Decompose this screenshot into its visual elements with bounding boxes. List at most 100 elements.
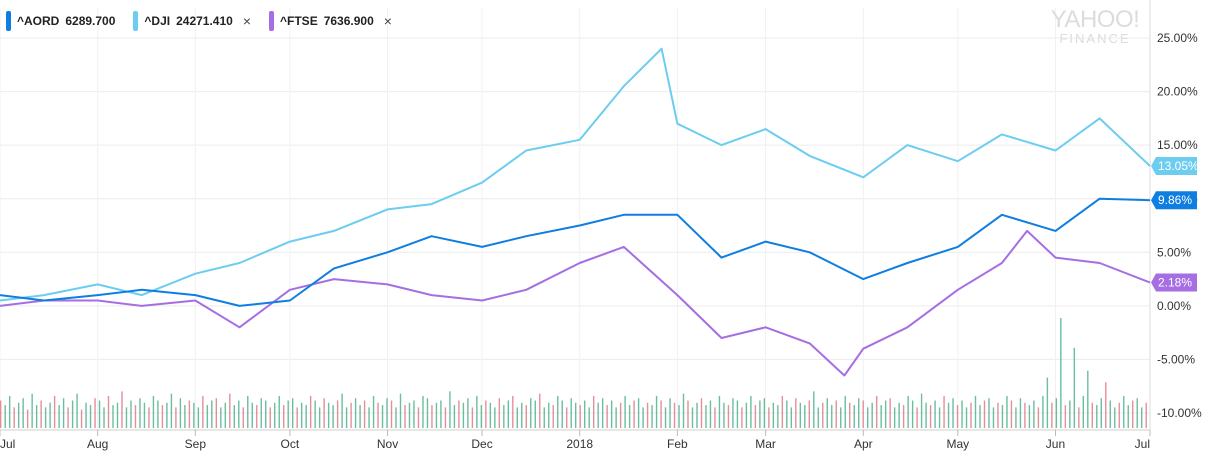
volume-bar bbox=[534, 400, 536, 428]
volume-bar bbox=[844, 395, 846, 428]
volume-bar bbox=[669, 398, 671, 428]
volume-bar bbox=[404, 405, 406, 428]
legend-swatch bbox=[6, 11, 11, 31]
volume-bar bbox=[26, 409, 29, 428]
close-icon[interactable]: × bbox=[242, 13, 252, 29]
volume-bar bbox=[1033, 400, 1035, 428]
volume-bar bbox=[206, 405, 209, 428]
legend-item-ftse[interactable]: ^FTSE 7636.900 × bbox=[263, 11, 392, 31]
volume-bar bbox=[1145, 402, 1147, 428]
volume-bar bbox=[503, 405, 505, 428]
volume-bar bbox=[247, 395, 249, 428]
volume-bar bbox=[997, 402, 999, 428]
volume-bar bbox=[700, 398, 703, 428]
volume-bar bbox=[215, 398, 218, 428]
volume-bar bbox=[498, 398, 501, 428]
volume-bar bbox=[435, 402, 438, 428]
volume-bar bbox=[372, 395, 375, 428]
volume-bar bbox=[40, 400, 42, 428]
volume-bar bbox=[691, 407, 694, 429]
volume-bar bbox=[224, 402, 227, 428]
volume-bar bbox=[283, 405, 285, 428]
x-tick-label: 2018 bbox=[566, 437, 593, 451]
volume-bar bbox=[781, 395, 784, 428]
volume-bar bbox=[1109, 400, 1111, 428]
volume-bar bbox=[44, 407, 47, 429]
legend-item-dji[interactable]: ^DJI 24271.410 × bbox=[127, 11, 251, 31]
volume-bar bbox=[714, 407, 716, 429]
volume-bar bbox=[1042, 395, 1044, 428]
legend-swatch bbox=[133, 11, 139, 31]
volume-bar bbox=[853, 405, 855, 428]
volume-bar bbox=[80, 409, 83, 428]
volume-bar bbox=[278, 395, 280, 428]
volume-bar bbox=[754, 405, 757, 428]
volume-bar bbox=[516, 407, 518, 429]
volume-bar bbox=[601, 398, 604, 428]
legend: ^AORD 6289.700 ^DJI 24271.410 × ^FTSE 76… bbox=[0, 9, 404, 33]
volume-bar bbox=[170, 393, 173, 429]
volume-bar bbox=[858, 398, 860, 428]
volume-bar bbox=[813, 391, 815, 428]
legend-value: 24271.410 bbox=[176, 14, 233, 28]
volume-bar bbox=[673, 402, 676, 428]
volume-bars bbox=[0, 318, 1147, 429]
volume-bar bbox=[579, 405, 581, 428]
volume-bar bbox=[983, 400, 986, 428]
volume-bar bbox=[642, 407, 644, 429]
volume-bar bbox=[925, 402, 927, 428]
volume-bar bbox=[265, 400, 267, 428]
volume-bar bbox=[359, 405, 361, 428]
volume-bar bbox=[494, 407, 496, 429]
volume-bar bbox=[157, 400, 159, 428]
volume-bar bbox=[462, 402, 465, 428]
volume-bar bbox=[1010, 400, 1013, 428]
y-tick-label: 5.00% bbox=[1157, 245, 1191, 259]
volume-bar bbox=[916, 407, 918, 429]
volume-bar bbox=[368, 407, 370, 429]
volume-bar bbox=[974, 395, 977, 428]
volume-bar bbox=[363, 400, 366, 428]
volume-bar bbox=[965, 407, 968, 429]
legend-item-aord[interactable]: ^AORD 6289.700 bbox=[0, 11, 115, 31]
volume-bar bbox=[979, 405, 981, 428]
volume-bar bbox=[696, 402, 698, 428]
close-icon[interactable]: × bbox=[383, 13, 392, 29]
volume-bar bbox=[103, 407, 105, 429]
badge-label: 9.86% bbox=[1158, 193, 1192, 207]
volume-bar bbox=[1141, 407, 1143, 429]
y-tick-label: 0.00% bbox=[1157, 299, 1191, 313]
volume-bar bbox=[274, 402, 276, 428]
volume-bar bbox=[687, 400, 689, 428]
volume-bar bbox=[880, 405, 882, 428]
volume-bar bbox=[318, 407, 321, 429]
series-line-ftse[interactable] bbox=[0, 229, 1151, 377]
volume-bar bbox=[485, 400, 487, 428]
logo-line2: FINANCE bbox=[1059, 31, 1131, 46]
volume-bar bbox=[947, 402, 950, 428]
volume-bar bbox=[588, 407, 590, 429]
volume-bar bbox=[323, 398, 325, 428]
volume-bar bbox=[305, 405, 307, 428]
volume-bar bbox=[1046, 377, 1049, 428]
volume-bar bbox=[902, 405, 905, 428]
volume-bar bbox=[1132, 400, 1134, 428]
volume-bar bbox=[952, 398, 954, 428]
grid bbox=[0, 0, 1151, 430]
x-tick-label: Feb bbox=[667, 437, 688, 451]
volume-bar bbox=[417, 407, 420, 429]
volume-bar bbox=[831, 405, 833, 428]
volume-bar bbox=[76, 393, 78, 429]
x-tick-label: Aug bbox=[87, 437, 108, 451]
series-line-aord[interactable] bbox=[0, 197, 1151, 307]
volume-bar bbox=[431, 405, 433, 428]
volume-bar bbox=[211, 400, 213, 428]
series-line-dji[interactable] bbox=[0, 47, 1151, 302]
volume-bar bbox=[1136, 398, 1138, 428]
volume-bar bbox=[911, 400, 914, 428]
volume-bar bbox=[35, 405, 38, 428]
volume-bar bbox=[741, 407, 743, 429]
y-tick-label: -5.00% bbox=[1157, 352, 1195, 366]
volume-bar bbox=[233, 405, 235, 428]
